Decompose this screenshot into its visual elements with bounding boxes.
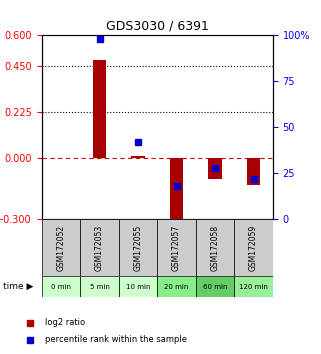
Bar xyxy=(208,158,222,178)
FancyBboxPatch shape xyxy=(234,276,273,297)
Text: 60 min: 60 min xyxy=(203,284,227,290)
Text: percentile rank within the sample: percentile rank within the sample xyxy=(45,335,187,344)
Text: 0 min: 0 min xyxy=(51,284,71,290)
FancyBboxPatch shape xyxy=(80,219,119,276)
FancyBboxPatch shape xyxy=(119,219,157,276)
Text: GSM172058: GSM172058 xyxy=(211,225,220,271)
FancyBboxPatch shape xyxy=(157,276,196,297)
Text: GSM172057: GSM172057 xyxy=(172,225,181,271)
Bar xyxy=(247,158,260,185)
FancyBboxPatch shape xyxy=(119,276,157,297)
FancyBboxPatch shape xyxy=(42,276,80,297)
Text: time ▶: time ▶ xyxy=(3,282,34,291)
FancyBboxPatch shape xyxy=(234,219,273,276)
FancyBboxPatch shape xyxy=(157,219,196,276)
FancyBboxPatch shape xyxy=(42,219,80,276)
Text: 5 min: 5 min xyxy=(90,284,109,290)
FancyBboxPatch shape xyxy=(196,276,234,297)
Text: GSM172053: GSM172053 xyxy=(95,225,104,271)
Text: 10 min: 10 min xyxy=(126,284,150,290)
Text: 120 min: 120 min xyxy=(239,284,268,290)
Text: log2 ratio: log2 ratio xyxy=(45,318,85,327)
Bar xyxy=(131,156,145,158)
FancyBboxPatch shape xyxy=(196,219,234,276)
Text: 20 min: 20 min xyxy=(164,284,189,290)
Bar xyxy=(93,60,106,158)
FancyBboxPatch shape xyxy=(80,276,119,297)
Bar xyxy=(170,158,183,224)
Text: GSM172059: GSM172059 xyxy=(249,225,258,271)
Text: GSM172055: GSM172055 xyxy=(134,225,143,271)
Title: GDS3030 / 6391: GDS3030 / 6391 xyxy=(106,20,209,33)
Text: GSM172052: GSM172052 xyxy=(56,225,65,271)
